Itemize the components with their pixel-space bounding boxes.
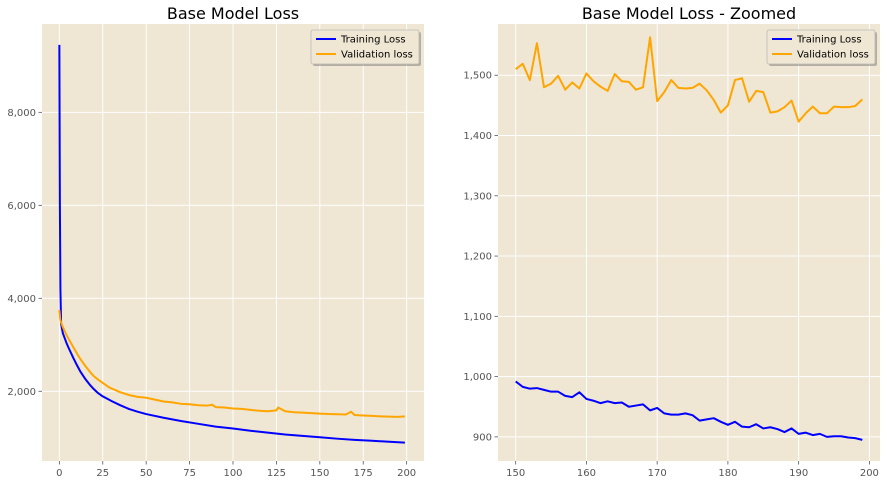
x-tick-label: 0 [56, 468, 62, 479]
chart-title: Base Model Loss - Zoomed [582, 4, 796, 23]
x-tick-label: 75 [183, 468, 196, 479]
zoomed-loss-chart-panel: Base Model Loss - Zoomed 150 160 170 180 190… [463, 4, 880, 479]
y-tick-label: 1,000 [463, 372, 492, 383]
y-tick-label: 1,300 [463, 191, 492, 202]
validation-loss-line [515, 36, 863, 123]
y-tick-label: 6,000 [7, 201, 36, 212]
grid [42, 24, 424, 461]
x-tick-label: 180 [718, 468, 737, 479]
x-tick-label: 190 [789, 468, 808, 479]
series-lines [58, 44, 405, 444]
x-tick-label: 170 [648, 468, 667, 479]
grid [498, 24, 880, 461]
legend-label-training: Training Loss [340, 35, 406, 46]
training-loss-line [515, 380, 863, 441]
x-tick-label: 150 [506, 468, 525, 479]
legend-box [766, 29, 876, 65]
legend: Training Loss Validation loss [766, 29, 877, 66]
loss-chart-panel: Base Model Loss 0 25 50 75 100 125 150 175 200 2,… [7, 4, 424, 479]
y-tick-label: 8,000 [7, 108, 36, 119]
x-tick-label: 25 [96, 468, 109, 479]
series-lines [515, 36, 863, 441]
y-tick-label: 1,200 [463, 252, 492, 263]
x-tick-label: 100 [223, 468, 242, 479]
y-tick-label: 1,100 [463, 312, 492, 323]
y-tick-label: 4,000 [7, 294, 36, 305]
y-tick-label: 900 [473, 432, 492, 443]
legend-label-validation: Validation loss [341, 50, 413, 61]
x-tick-label: 150 [310, 468, 329, 479]
axis-ticks: 150 160 170 180 190 200 900 1,000 1,100 1,200 1,30… [463, 71, 879, 479]
training-loss-line [58, 44, 405, 444]
y-tick-label: 1,400 [463, 131, 492, 142]
y-tick-label: 1,500 [463, 71, 492, 82]
axis-ticks: 0 25 50 75 100 125 150 175 200 2,000 4,000 6,000 8,0… [7, 108, 416, 479]
x-tick-label: 50 [140, 468, 153, 479]
x-tick-label: 160 [577, 468, 596, 479]
chart-title: Base Model Loss [167, 4, 299, 23]
x-tick-label: 125 [267, 468, 286, 479]
y-tick-label: 2,000 [7, 387, 36, 398]
x-tick-label: 200 [397, 468, 416, 479]
x-tick-label: 200 [860, 468, 879, 479]
legend: Training Loss Validation loss [310, 29, 421, 66]
plot-area [498, 24, 880, 461]
validation-loss-line [58, 309, 405, 418]
legend-box [310, 29, 420, 65]
legend-label-validation: Validation loss [797, 50, 869, 61]
x-tick-label: 175 [354, 468, 373, 479]
legend-label-training: Training Loss [796, 35, 862, 46]
